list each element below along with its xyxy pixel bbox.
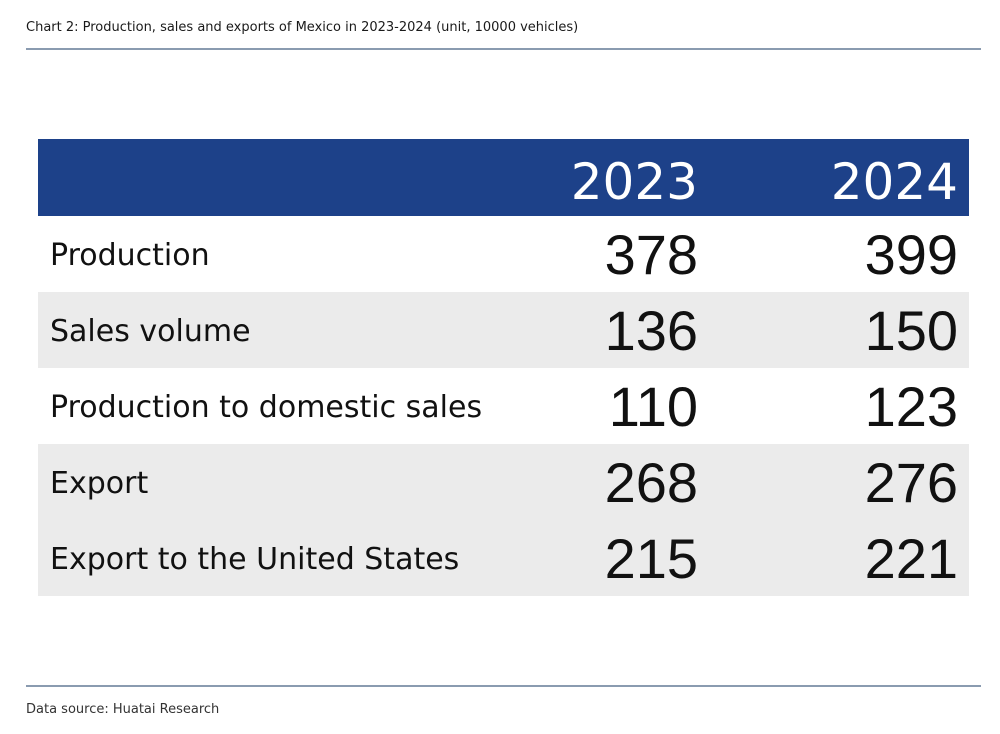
- cell-value-2023: 136: [604, 299, 698, 362]
- cell-value-2023: 215: [604, 527, 698, 590]
- column-header-2023: 2023: [570, 153, 698, 211]
- chart-title: Chart 2: Production, sales and exports o…: [26, 20, 579, 35]
- cell-value-2024: 276: [864, 451, 958, 514]
- top-divider: [26, 48, 981, 50]
- table-row-export-to-united-states: Export to the United States 215 221: [38, 520, 969, 596]
- row-label: Production: [50, 238, 210, 273]
- table-row-sales-volume: Sales volume 136 150: [38, 292, 969, 368]
- row-label: Export: [50, 466, 149, 501]
- table-row-export: Export 268 276: [38, 444, 969, 520]
- row-label: Sales volume: [50, 314, 251, 349]
- cell-value-2023: 268: [604, 451, 698, 514]
- column-header-2024: 2024: [830, 153, 958, 211]
- cell-value-2024: 123: [864, 375, 958, 438]
- cell-value-2024: 399: [864, 223, 958, 286]
- cell-value-2023: 378: [604, 223, 698, 286]
- cell-value-2024: 221: [864, 527, 958, 590]
- table-row-production-to-domestic-sales: Production to domestic sales 110 123: [38, 368, 969, 444]
- cell-value-2023: 110: [608, 375, 698, 438]
- cell-value-2024: 150: [864, 299, 958, 362]
- table-row-production: Production 378 399: [38, 216, 969, 292]
- table-header: 2023 2024: [38, 139, 969, 216]
- row-label: Production to domestic sales: [50, 390, 483, 425]
- data-table: 2023 2024 Production 378 399 Sales volum…: [38, 139, 969, 596]
- row-label: Export to the United States: [50, 542, 460, 577]
- bottom-divider: [26, 685, 981, 687]
- data-source-note: Data source: Huatai Research: [26, 702, 220, 717]
